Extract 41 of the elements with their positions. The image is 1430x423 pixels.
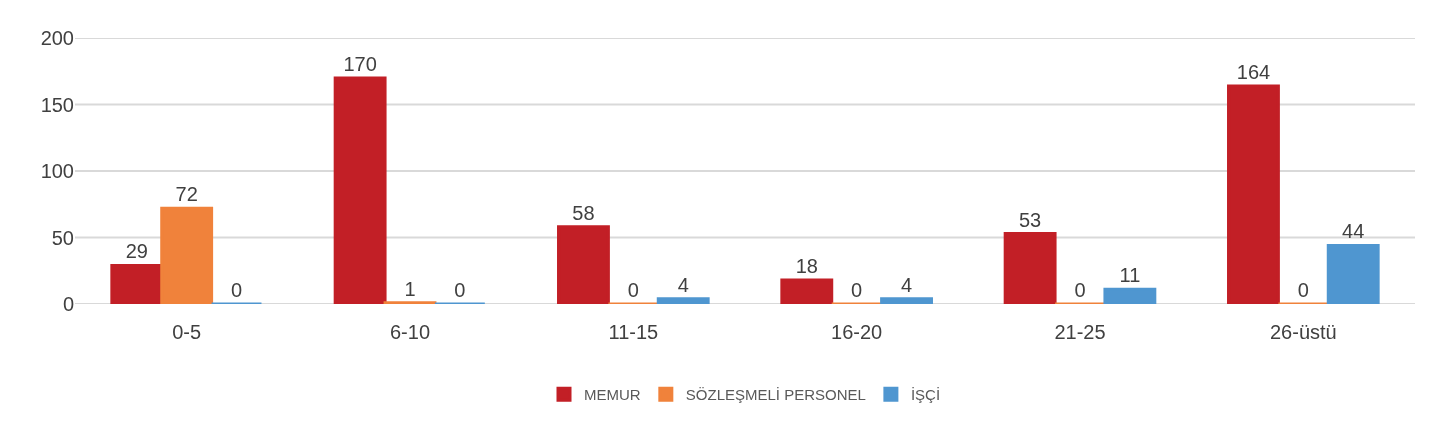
data-label: 44: [1342, 220, 1365, 243]
x-tick-label: 0-5: [172, 321, 202, 343]
bar: [1003, 232, 1057, 304]
x-tick-label: 6-10: [389, 321, 431, 343]
data-label: 11: [1119, 264, 1141, 287]
data-label: 1: [404, 277, 416, 300]
data-label: 18: [795, 255, 818, 278]
legend-label: MEMUR: [584, 386, 641, 404]
y-tick-label: 50: [51, 226, 74, 249]
data-label: 0: [627, 279, 639, 301]
legend-label: İŞÇİ: [910, 386, 941, 404]
data-label: 0: [1074, 279, 1086, 301]
y-tick-label: 100: [40, 160, 74, 182]
data-label: 0: [454, 279, 466, 301]
bar: [557, 225, 610, 304]
data-label: 72: [175, 183, 198, 206]
data-label: 4: [900, 273, 913, 296]
data-label: 53: [1018, 208, 1042, 231]
data-label: 58: [572, 201, 595, 224]
bar: [656, 297, 710, 304]
data-label: 0: [230, 279, 243, 301]
bar: [1103, 287, 1157, 304]
y-tick-label: 200: [40, 27, 74, 49]
bar: [780, 278, 834, 304]
bar: [1227, 84, 1280, 304]
bar: [880, 297, 933, 304]
x-tick-label: 26-üstü: [1269, 321, 1337, 343]
data-label: 0: [851, 279, 863, 301]
x-tick-label: 11-15: [608, 321, 659, 343]
bar: [333, 76, 387, 304]
bar: [1326, 243, 1380, 304]
y-tick-label: 0: [62, 293, 74, 315]
data-label: 170: [343, 52, 377, 75]
data-label: 29: [125, 240, 148, 263]
data-label: 0: [1297, 279, 1309, 301]
x-tick-label: 21-25: [1054, 321, 1106, 343]
x-tick-label: 16-20: [831, 321, 883, 343]
legend-label: SÖZLEŞMELİ PERSONEL: [685, 386, 866, 404]
data-label: 4: [677, 273, 689, 296]
data-label: 164: [1236, 60, 1271, 83]
y-tick-label: 150: [40, 93, 74, 116]
